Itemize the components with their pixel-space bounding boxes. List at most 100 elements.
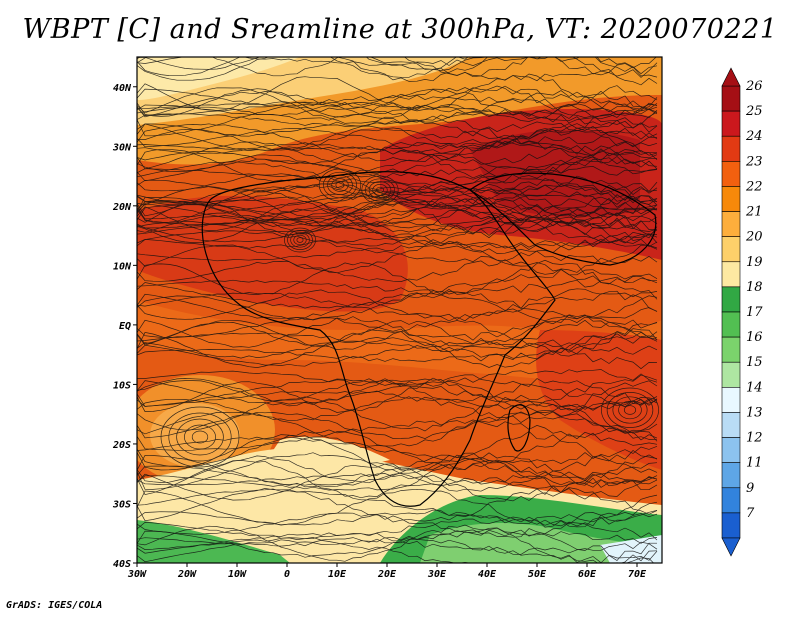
streamline [137,411,658,447]
streamline [137,245,658,264]
y-tick-label: 20S [112,440,131,451]
x-tick-label: 10E [328,569,347,580]
colorbar: 26 25 24 23 22 21 20 19 18 17 16 15 14 13 12 11 9 7 [721,67,763,557]
x-tick-label: 70E [628,569,647,580]
streamline [137,458,658,500]
streamline [137,157,658,194]
streamline [137,101,658,119]
streamline [137,419,658,451]
streamline [137,314,658,348]
streamline [137,204,658,237]
colorbar-swatch [721,462,741,489]
streamline-vortex [612,396,648,424]
streamline [137,218,658,232]
streamline [137,119,658,162]
streamline [137,259,658,285]
colorbar-label: 18 [746,280,763,295]
x-tick-label: 50E [528,569,547,580]
streamline-vortex [160,406,240,468]
x-tick-label: 20E [377,569,397,580]
colorbar-label: 7 [746,506,755,521]
x-tick-label: 30W [127,569,147,580]
streamline-vortex [365,178,395,202]
streamline [137,121,658,140]
colorbar-swatch [721,512,741,539]
colorbar-label: 19 [746,255,763,270]
streamline [137,205,658,248]
streamline [137,394,658,434]
streamline [137,57,594,66]
streamline [137,73,658,113]
streamline-vortex [372,184,388,196]
streamline [137,331,658,352]
streamline [137,146,658,184]
streamline [137,378,658,406]
streamline [137,396,658,424]
streamline [137,288,658,322]
streamline [137,166,658,179]
colorbar-label: 25 [745,104,763,119]
streamline-vortex [601,387,659,433]
grads-footer: GrADS: IGES/COLA [6,600,103,611]
streamline [137,85,658,112]
streamline [137,537,658,555]
streamline-vortex [361,175,399,205]
y-tick-label: 30N [112,142,132,153]
y-tick-label: 40N [113,83,132,94]
streamline [137,291,658,320]
streamline [137,450,658,492]
streamline [137,294,658,322]
x-tick-label: 30E [427,569,447,580]
y-tick-label: EQ [119,321,131,332]
streamline [137,139,658,157]
streamline [137,485,658,523]
colorbar-swatch [721,487,741,514]
streamline [137,269,658,309]
streamline [137,319,658,353]
streamline-vortex [191,430,209,444]
streamline [137,345,658,362]
streamline-vortex [618,400,642,420]
streamline-vortex [623,405,637,415]
map-title: WBPT [C] and Sreamline at 300hPa, VT: 20… [22,14,778,45]
colorbar-label: 17 [746,305,763,320]
streamline [137,335,658,360]
streamline [137,101,658,139]
streamline [137,374,658,407]
streamline [137,509,658,528]
streamline [137,328,658,368]
colorbar-label: 11 [746,456,763,471]
colorbar-label: 23 [745,154,763,169]
streamline [137,100,658,116]
streamline [137,152,658,176]
y-tick-label: 10S [113,380,131,391]
streamline-vortex [368,181,392,199]
streamline [137,57,657,82]
colorbar-label: 15 [746,355,763,370]
streamline [137,136,658,152]
streamline [137,90,658,124]
colorbar-label: 22 [745,179,763,194]
x-axis: 30W 20W 10W 0 10E 20E 30E 40E 50E 60E 70E [127,563,647,580]
streamline-vortex [323,171,357,199]
streamline [137,183,658,228]
colorbar-swatch [721,412,741,438]
colorbar-label: 13 [746,405,763,420]
streamline-vortex [335,181,345,189]
streamline [137,454,658,486]
colorbar-swatch [721,261,741,288]
streamline [137,369,658,387]
x-tick-label: 40E [478,569,497,580]
streamline [137,436,658,464]
colorbar-label: 21 [745,205,763,220]
streamline [137,221,658,249]
streamline [137,512,658,538]
streamline [137,291,658,320]
streamline-vortex [296,237,304,243]
streamline [137,473,658,489]
streamline [137,471,658,491]
colorbar-label: 9 [746,481,754,496]
streamline [137,411,658,442]
streamline [137,85,658,125]
